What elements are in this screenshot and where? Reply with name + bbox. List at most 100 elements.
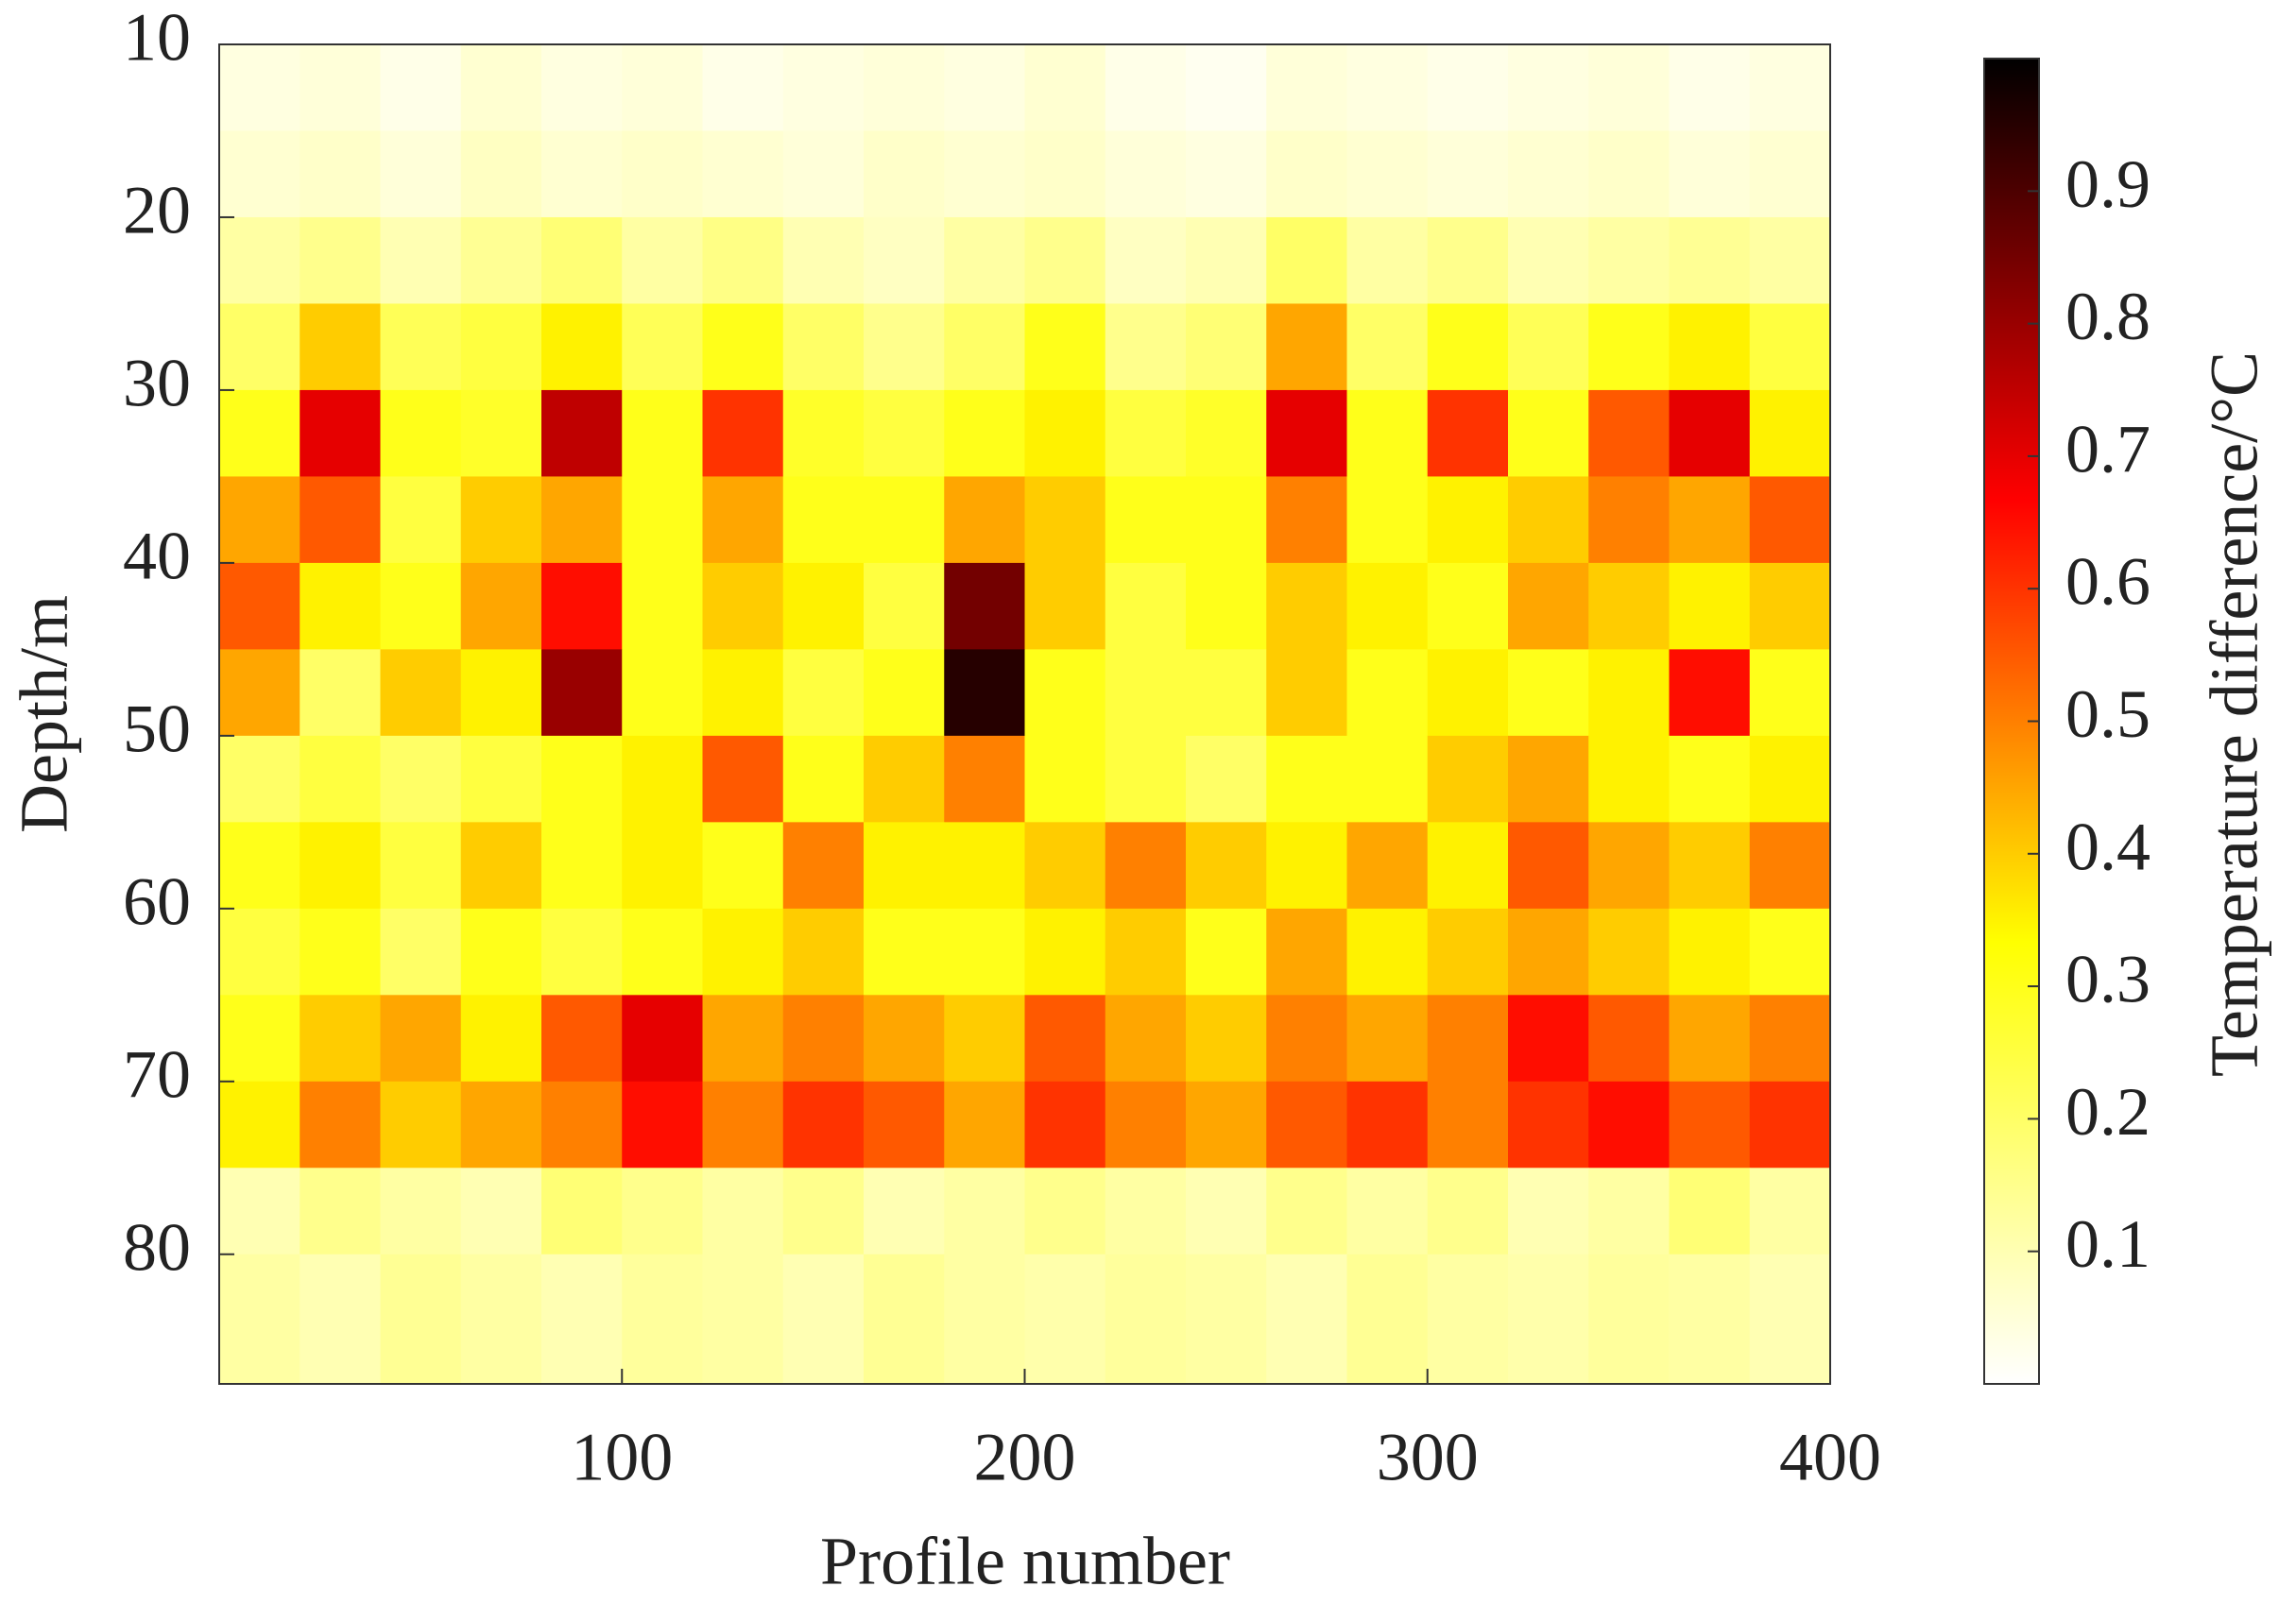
heatmap-cell [1024, 822, 1106, 910]
heatmap-cell [622, 995, 703, 1083]
heatmap-cell [1427, 735, 1509, 823]
heatmap-cell [782, 216, 865, 304]
heatmap-cell [1588, 216, 1670, 304]
heatmap-cell [944, 389, 1025, 477]
heatmap-cell [380, 476, 462, 564]
heatmap-cell [1749, 1081, 1831, 1169]
heatmap-cell [219, 908, 300, 996]
heatmap-cell [1669, 476, 1751, 564]
heatmap-cell [702, 562, 784, 650]
heatmap-cell [944, 908, 1025, 996]
heatmap-cell [1346, 562, 1429, 650]
heatmap-cell [1346, 130, 1429, 218]
heatmap-cell [1669, 649, 1751, 737]
heatmap-cell [541, 44, 623, 131]
heatmap-cell [1749, 649, 1831, 737]
heatmap-cell [219, 130, 300, 218]
heatmap-cell [702, 995, 784, 1083]
heatmap-cell [1669, 822, 1751, 910]
heatmap-cell [1266, 44, 1347, 131]
heatmap-cell [300, 562, 381, 650]
heatmap-cell [460, 735, 542, 823]
heatmap-cell [1749, 476, 1831, 564]
heatmap-cell [1427, 1254, 1509, 1385]
x-tick-label: 200 [974, 1420, 1076, 1495]
heatmap-cell [460, 130, 542, 218]
heatmap-cell [460, 562, 542, 650]
heatmap-cell [460, 1081, 542, 1169]
heatmap-cell [702, 389, 784, 477]
y-tick-label: 80 [123, 1209, 191, 1285]
heatmap-cell [1346, 1168, 1429, 1255]
heatmap-cell [300, 303, 381, 391]
heatmap-cell [1024, 216, 1106, 304]
heatmap-cell [1105, 908, 1187, 996]
heatmap-cell [1588, 735, 1670, 823]
colorbar-tick-label: 0.4 [2065, 809, 2150, 884]
heatmap-cell [380, 130, 462, 218]
heatmap-cell [622, 476, 703, 564]
heatmap-cell [1588, 1168, 1670, 1255]
heatmap-cell [380, 1081, 462, 1169]
heatmap-cell [1749, 44, 1831, 131]
heatmap-cell [1024, 1254, 1106, 1385]
heatmap-cell [541, 303, 623, 391]
heatmap-cell [541, 1081, 623, 1169]
heatmap-cell [864, 562, 945, 650]
heatmap-cell [944, 649, 1025, 737]
heatmap-cell [1105, 1254, 1187, 1385]
heatmap-cell [300, 216, 381, 304]
heatmap-cell [782, 908, 865, 996]
heatmap-cell [541, 735, 623, 823]
heatmap-cell [380, 1254, 462, 1385]
heatmap-cell [219, 1254, 300, 1385]
heatmap-cell [1669, 44, 1751, 131]
heatmap-cell [1186, 130, 1267, 218]
y-tick-label: 30 [123, 345, 191, 420]
heatmap-cell [1427, 822, 1509, 910]
heatmap-cell [1669, 995, 1751, 1083]
heatmap-cell [300, 1081, 381, 1169]
heatmap-cell [782, 303, 865, 391]
heatmap-cell [541, 389, 623, 477]
heatmap-cell [1427, 908, 1509, 996]
heatmap-cell [1588, 389, 1670, 477]
heatmap-cell [1508, 735, 1589, 823]
heatmap-cell [702, 1081, 784, 1169]
heatmap-cell [1266, 995, 1347, 1083]
colorbar-tick-label: 0.6 [2065, 544, 2150, 620]
heatmap-cell [782, 1081, 865, 1169]
heatmap-cell [1508, 1081, 1589, 1169]
heatmap-cell [702, 735, 784, 823]
heatmap-cell [782, 389, 865, 477]
heatmap-cell [1105, 995, 1187, 1083]
heatmap-cell [1105, 303, 1187, 391]
heatmap-cell [1669, 1081, 1751, 1169]
heatmap-cell [1427, 130, 1509, 218]
heatmap-cell [1186, 822, 1267, 910]
heatmap-cell [300, 908, 381, 996]
heatmap-cell [944, 216, 1025, 304]
heatmap-cell [1508, 130, 1589, 218]
heatmap-cell [460, 822, 542, 910]
heatmap-cell [300, 476, 381, 564]
heatmap-cell [1105, 1168, 1187, 1255]
heatmap-cell [541, 216, 623, 304]
heatmap-cell [1266, 1168, 1347, 1255]
heatmap-cell [782, 1168, 865, 1255]
heatmap-cell [1266, 476, 1347, 564]
heatmap-cell [1346, 303, 1429, 391]
heatmap-cell [1186, 1168, 1267, 1255]
colorbar-tick-label: 0.5 [2065, 676, 2150, 752]
x-tick-label: 400 [1779, 1420, 1881, 1495]
heatmap-cell [1346, 1254, 1429, 1385]
heatmap-cell [1427, 1168, 1509, 1255]
heatmap-cell [782, 44, 865, 131]
heatmap-cell [1024, 908, 1106, 996]
heatmap-cell [1669, 216, 1751, 304]
heatmap-cell [380, 1168, 462, 1255]
heatmap-cell [541, 562, 623, 650]
heatmap-cell [782, 735, 865, 823]
heatmap-cell [541, 1254, 623, 1385]
heatmap-cell [1024, 562, 1106, 650]
